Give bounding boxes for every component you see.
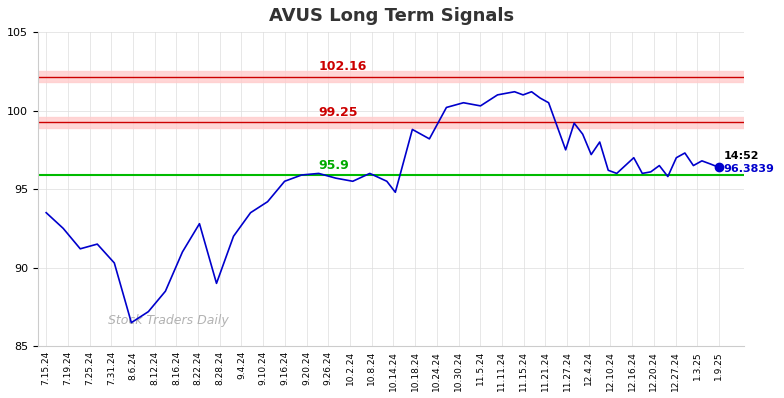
- Bar: [38, 71, 745, 82]
- Text: 14:52: 14:52: [723, 151, 759, 161]
- Text: 99.25: 99.25: [318, 106, 358, 119]
- Text: 96.3839: 96.3839: [723, 164, 774, 174]
- Text: Stock Traders Daily: Stock Traders Daily: [108, 314, 229, 327]
- Text: 95.9: 95.9: [318, 159, 350, 172]
- Text: 102.16: 102.16: [318, 60, 367, 73]
- Title: AVUS Long Term Signals: AVUS Long Term Signals: [268, 7, 514, 25]
- Bar: [38, 117, 745, 128]
